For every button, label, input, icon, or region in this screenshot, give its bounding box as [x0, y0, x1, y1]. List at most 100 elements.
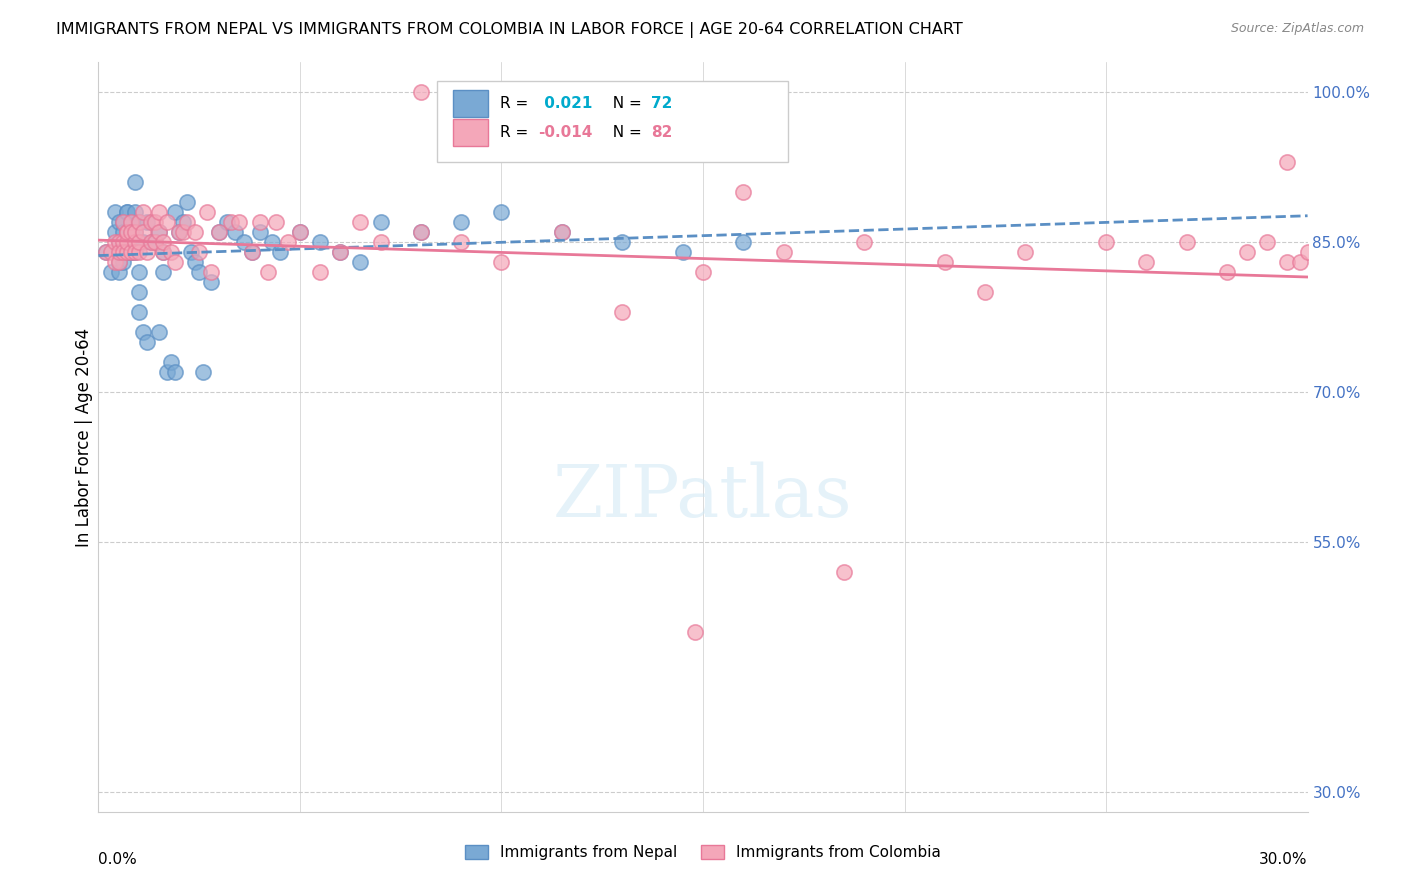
Text: -0.014: -0.014: [538, 125, 593, 140]
Point: [551, 225, 574, 239]
Point: [120, 215, 142, 229]
Point: [135, 215, 157, 229]
Point: [1236, 245, 1258, 260]
Point: [934, 255, 956, 269]
Y-axis label: In Labor Force | Age 20-64: In Labor Force | Age 20-64: [75, 327, 93, 547]
Point: [491, 255, 513, 269]
Point: [139, 235, 162, 250]
Point: [148, 225, 170, 239]
Point: [103, 235, 125, 250]
Point: [100, 265, 122, 279]
Text: Source: ZipAtlas.com: Source: ZipAtlas.com: [1230, 22, 1364, 36]
Point: [1135, 255, 1157, 269]
Point: [132, 325, 155, 339]
Point: [107, 265, 129, 279]
Point: [115, 225, 138, 239]
Point: [163, 255, 186, 269]
Point: [160, 355, 183, 369]
Point: [240, 245, 263, 260]
FancyBboxPatch shape: [453, 90, 488, 117]
Point: [135, 335, 157, 350]
Point: [128, 235, 150, 250]
Point: [124, 245, 146, 260]
Point: [409, 225, 432, 239]
Point: [107, 255, 129, 269]
Point: [120, 225, 142, 239]
Point: [152, 265, 174, 279]
Point: [1014, 245, 1036, 260]
Point: [156, 365, 179, 379]
Point: [228, 215, 250, 229]
Point: [96, 245, 118, 260]
Point: [672, 245, 695, 260]
Point: [128, 215, 150, 229]
Point: [1095, 235, 1118, 250]
Point: [853, 235, 876, 250]
Point: [224, 225, 246, 239]
Point: [1296, 245, 1319, 260]
Point: [733, 186, 755, 200]
Point: [221, 215, 243, 229]
Point: [120, 245, 142, 260]
Point: [208, 225, 231, 239]
Point: [128, 215, 150, 229]
Point: [132, 235, 155, 250]
Text: 72: 72: [651, 96, 672, 112]
Point: [120, 245, 142, 260]
Point: [148, 225, 170, 239]
Text: 82: 82: [651, 125, 672, 140]
Point: [111, 215, 134, 229]
Point: [115, 235, 138, 250]
Point: [115, 205, 138, 219]
Point: [733, 235, 755, 250]
Point: [143, 215, 166, 229]
FancyBboxPatch shape: [437, 81, 787, 162]
Point: [172, 215, 194, 229]
Point: [115, 225, 138, 239]
Text: R =: R =: [501, 96, 533, 112]
Point: [152, 245, 174, 260]
Point: [176, 195, 198, 210]
Point: [184, 225, 207, 239]
Point: [551, 225, 574, 239]
Point: [974, 285, 997, 300]
Point: [309, 235, 332, 250]
Point: [111, 225, 134, 239]
Point: [120, 215, 142, 229]
Point: [288, 225, 311, 239]
Legend: Immigrants from Nepal, Immigrants from Colombia: Immigrants from Nepal, Immigrants from C…: [460, 839, 946, 866]
Point: [103, 255, 125, 269]
Point: [180, 245, 202, 260]
Point: [370, 235, 392, 250]
Point: [107, 245, 129, 260]
Point: [107, 235, 129, 250]
Point: [124, 205, 146, 219]
Point: [1175, 235, 1198, 250]
Point: [124, 235, 146, 250]
Point: [148, 325, 170, 339]
Point: [124, 225, 146, 239]
Point: [132, 205, 155, 219]
Point: [260, 235, 283, 250]
Point: [128, 265, 150, 279]
Point: [409, 86, 432, 100]
Point: [160, 245, 183, 260]
Point: [124, 245, 146, 260]
Point: [450, 215, 472, 229]
Point: [96, 245, 118, 260]
Point: [264, 215, 287, 229]
Point: [612, 305, 634, 319]
Point: [683, 624, 706, 639]
Point: [152, 235, 174, 250]
Point: [329, 245, 352, 260]
Point: [249, 225, 271, 239]
Point: [111, 215, 134, 229]
Point: [103, 225, 125, 239]
Point: [1216, 265, 1239, 279]
Point: [692, 265, 714, 279]
Point: [309, 265, 332, 279]
Point: [111, 235, 134, 250]
Point: [1277, 155, 1299, 169]
Point: [184, 255, 207, 269]
Text: IMMIGRANTS FROM NEPAL VS IMMIGRANTS FROM COLOMBIA IN LABOR FORCE | AGE 20-64 COR: IMMIGRANTS FROM NEPAL VS IMMIGRANTS FROM…: [56, 22, 963, 38]
